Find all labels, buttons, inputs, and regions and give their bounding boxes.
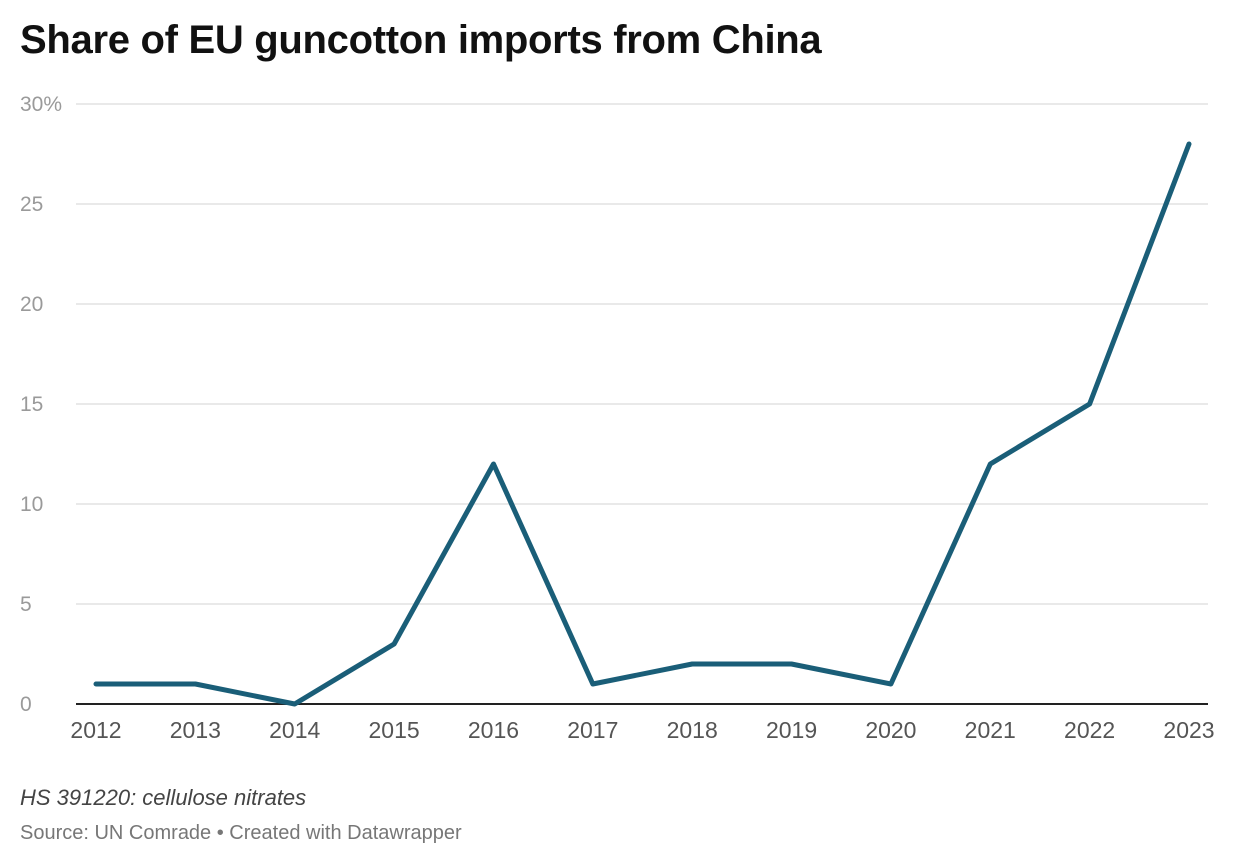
data-point (590, 682, 595, 686)
data-point (292, 702, 297, 706)
data-point (690, 662, 695, 666)
y-tick-label: 0 (20, 693, 32, 716)
data-series (93, 141, 1192, 707)
x-tick-label: 2012 (70, 717, 121, 743)
series-line (93, 141, 1192, 707)
gridlines (76, 103, 1208, 705)
x-tick-label: 2022 (1064, 717, 1115, 743)
x-tick-label: 2018 (667, 717, 718, 743)
y-tick-label: 20 (20, 293, 43, 316)
data-point (392, 642, 397, 646)
chart-source: Source: UN Comrade • Created with Datawr… (20, 822, 462, 844)
x-tick-label: 2020 (865, 717, 916, 743)
x-tick-label: 2017 (567, 717, 618, 743)
x-axis-ticks: 2012 2013 2014 2015 2016 2017 2018 2019 2020 2021… (70, 717, 1214, 743)
y-tick-label: 5 (20, 593, 32, 616)
data-point (888, 682, 893, 686)
data-point (1087, 402, 1092, 406)
y-tick-label: 30% (20, 93, 62, 116)
y-tick-label: 25 (20, 193, 43, 216)
chart-note: HS 391220: cellulose nitrates (20, 785, 307, 810)
data-point (94, 682, 98, 686)
x-tick-label: 2014 (269, 717, 320, 743)
data-point (789, 662, 794, 666)
x-tick-label: 2015 (369, 717, 420, 743)
x-tick-label: 2023 (1163, 717, 1214, 743)
y-tick-label: 10 (20, 493, 43, 516)
x-tick-label: 2019 (766, 717, 817, 743)
chart-title: Share of EU guncotton imports from China (20, 18, 822, 62)
y-axis-ticks: 0 5 10 15 20 25 30% (20, 93, 62, 716)
data-point (491, 462, 496, 466)
data-point (988, 462, 993, 466)
x-tick-label: 2016 (468, 717, 519, 743)
y-tick-label: 15 (20, 393, 43, 416)
data-point (1187, 142, 1191, 146)
x-tick-label: 2021 (965, 717, 1016, 743)
data-point (193, 682, 198, 686)
x-tick-label: 2013 (170, 717, 221, 743)
